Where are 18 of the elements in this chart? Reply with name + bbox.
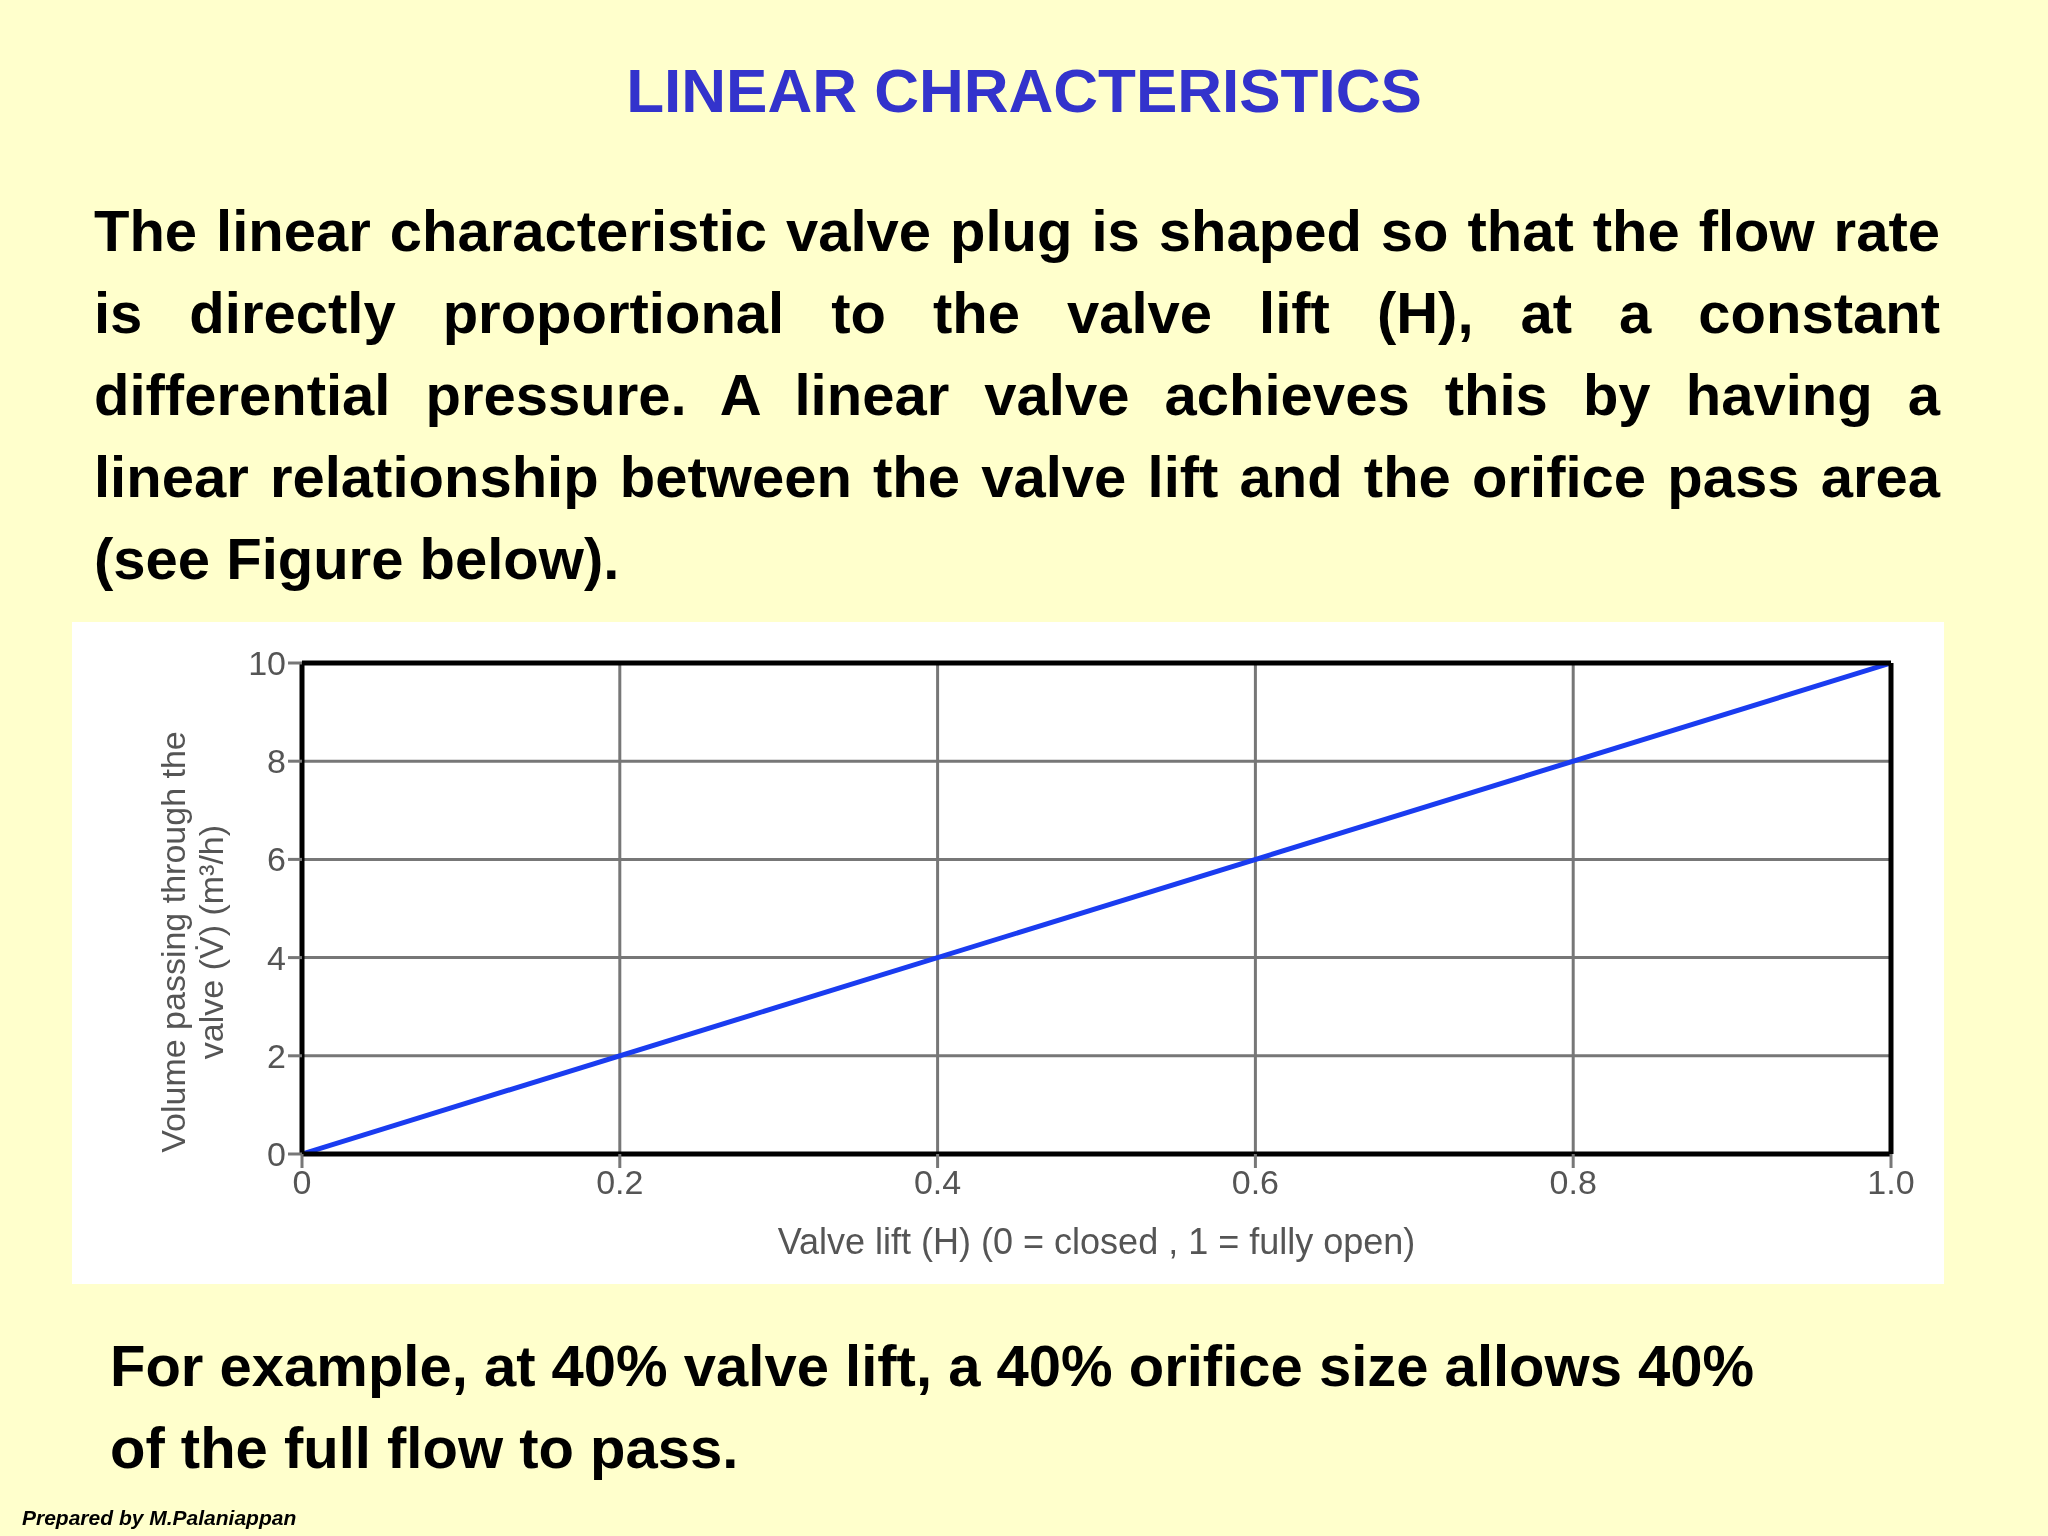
y-axis-title: Volume passing through the valve (V̇) (m³/h)	[154, 730, 230, 1155]
y-tick-label: 4	[267, 938, 286, 977]
chart-title: LINEAR CHRACTERISTICS	[625, 55, 1423, 126]
x-tick-label: 0	[292, 1163, 312, 1202]
y-tick-label: 10	[248, 644, 286, 683]
x-axis-title: Valve lift (H) (0 = closed , 1 = fully open)	[777, 1221, 1416, 1262]
y-tick-label: 0	[267, 1135, 286, 1174]
y-tick-label: 2	[267, 1036, 286, 1075]
text: For example, at 40% valve lift, a 40% orifice size allows 40% of the full flow to pass.	[110, 1332, 1756, 1482]
y-tick-label: 8	[267, 742, 286, 781]
x-tick-label: 0.6	[1231, 1163, 1280, 1202]
text: Prepared by M.Palaniappan	[22, 1506, 297, 1530]
y-tick-label: 6	[267, 840, 286, 879]
x-tick-label: 0.4	[913, 1163, 962, 1202]
x-tick-label: 0.2	[596, 1163, 644, 1202]
x-tick-label: 0.8	[1549, 1163, 1597, 1202]
chart-subtitle: The linear characteristic valve plug is shaped so that the flow rate is directly proportional to the valve lift (H), at a constant differential pressure. A linear valve achieves this by having a linear relationship between the valve lift and the orifice pass area (see Figure below).	[94, 197, 1940, 593]
x-tick-label: 1.0	[1867, 1163, 1915, 1202]
